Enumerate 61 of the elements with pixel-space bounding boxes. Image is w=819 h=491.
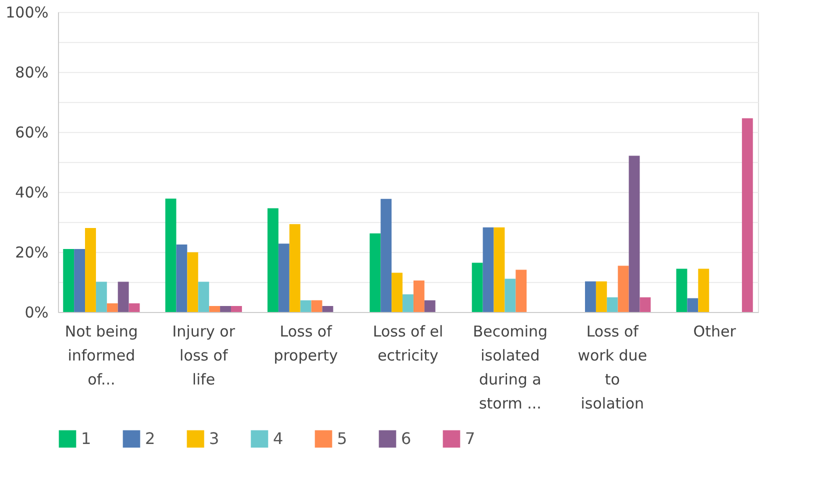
legend-label: 2 <box>145 428 156 448</box>
y-tick-label: 80% <box>15 64 48 82</box>
x-tick-label: Injury or loss of life <box>172 322 236 388</box>
bar <box>516 270 527 312</box>
legend-label: 5 <box>337 428 348 448</box>
bar <box>289 224 300 312</box>
bar <box>96 282 107 312</box>
bar <box>402 294 414 312</box>
bar <box>267 208 278 312</box>
bar <box>74 249 86 312</box>
x-tick-label: Other <box>693 322 737 340</box>
bar <box>380 198 392 312</box>
bar <box>187 252 198 312</box>
y-tick-label: 20% <box>15 244 48 262</box>
bar <box>472 262 483 312</box>
x-tick-label: Not being informed of... <box>64 322 138 388</box>
bar <box>392 272 403 312</box>
y-tick-label: 0% <box>24 304 48 322</box>
bar <box>596 281 607 312</box>
bar <box>687 298 698 312</box>
bar <box>311 300 322 312</box>
legend-label: 4 <box>273 428 284 448</box>
bar <box>322 306 334 312</box>
bar <box>198 282 210 312</box>
legend-label: 3 <box>209 428 220 448</box>
bar <box>209 306 220 312</box>
bar <box>128 303 140 312</box>
bar <box>413 280 424 312</box>
x-tick-label: Loss of property <box>274 322 338 364</box>
bar <box>165 198 176 312</box>
legend-label: 7 <box>465 428 476 448</box>
bar <box>494 227 505 312</box>
bar <box>106 303 118 312</box>
bar <box>176 244 188 312</box>
bar <box>300 300 312 312</box>
bar <box>278 244 290 312</box>
x-tick-label: Becoming isolated during a storm ... <box>472 322 548 412</box>
bar <box>370 233 381 312</box>
x-tick-label: Loss of work due to isolation <box>578 322 648 412</box>
legend-label: 6 <box>401 428 412 448</box>
legend-label: 1 <box>81 428 92 448</box>
x-tick-label: Loss of electricity <box>372 322 444 364</box>
bar <box>628 156 640 312</box>
bar <box>606 297 618 312</box>
bar <box>424 300 436 312</box>
bar <box>482 227 494 312</box>
bar <box>85 228 96 312</box>
bar <box>742 118 753 312</box>
y-tick-label: 40% <box>15 184 48 202</box>
y-tick-label: 60% <box>15 124 48 142</box>
bar <box>63 249 74 312</box>
bar <box>118 282 129 312</box>
bar <box>676 268 688 312</box>
bar <box>220 306 231 312</box>
bar <box>618 266 629 312</box>
bar <box>698 268 710 312</box>
bar <box>585 281 596 312</box>
bar <box>504 278 516 312</box>
bar <box>640 297 651 312</box>
y-tick-label: 100% <box>6 4 48 22</box>
bar <box>230 306 242 312</box>
